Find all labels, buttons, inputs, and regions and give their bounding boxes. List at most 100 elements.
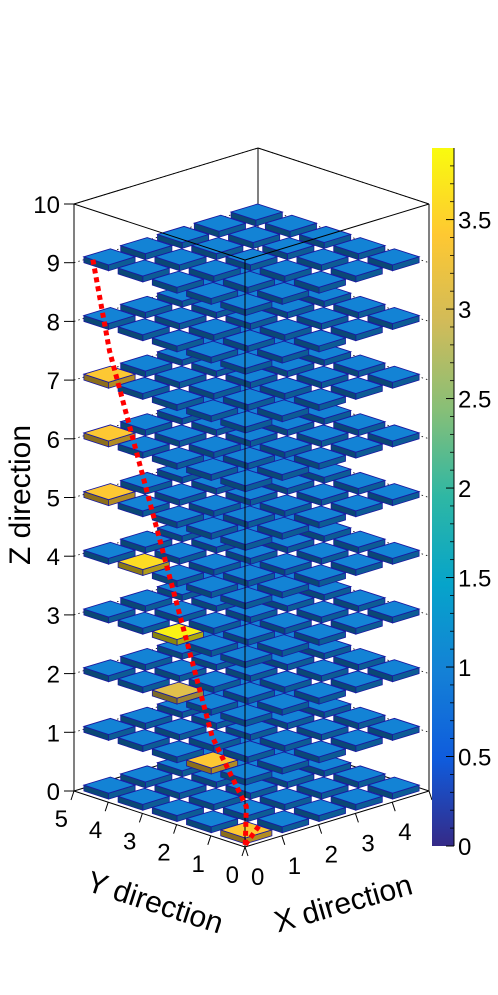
- colorbar-tick-label: 1.5: [458, 566, 491, 593]
- colorbar-tick-label: 1: [458, 655, 471, 682]
- cell: [366, 307, 421, 331]
- cell: [82, 248, 137, 272]
- cell: [258, 259, 313, 283]
- cell: [116, 729, 171, 753]
- cell: [366, 600, 421, 624]
- x-tick: [281, 835, 286, 845]
- cell: [187, 553, 242, 577]
- cell: [329, 553, 384, 577]
- y-tick: [104, 802, 109, 812]
- colorbar-tick-label: 2: [458, 476, 471, 503]
- cell: [329, 259, 384, 283]
- cells-layer: [82, 203, 421, 845]
- y-tick-label: 5: [55, 806, 68, 833]
- cell: [187, 318, 242, 342]
- y-tick-label: 3: [123, 828, 136, 855]
- cell: [258, 494, 313, 518]
- cell: [116, 494, 171, 518]
- cell: [116, 611, 171, 635]
- cell: [219, 527, 274, 551]
- x-tick-label: 1: [288, 853, 301, 880]
- cell: [116, 670, 171, 694]
- cell: [150, 270, 205, 294]
- cell: [366, 717, 421, 741]
- z-tick-label: 2: [47, 662, 60, 689]
- cell: [329, 787, 384, 811]
- cell: [258, 376, 313, 400]
- cell: [295, 307, 350, 331]
- colorbar-gradient: [432, 148, 454, 846]
- cell: [295, 659, 350, 683]
- cell: [119, 237, 174, 261]
- cell: [227, 225, 282, 249]
- cell: [329, 611, 384, 635]
- cell: [229, 203, 284, 227]
- cell: [221, 740, 276, 764]
- colorbar-tick-label: 0.5: [458, 745, 491, 772]
- cell: [150, 681, 205, 705]
- cell: [153, 307, 208, 331]
- cell: [256, 399, 311, 423]
- cell: [153, 483, 208, 507]
- cell: [150, 329, 205, 353]
- y-tick: [173, 824, 178, 834]
- cell: [332, 471, 387, 495]
- colorbar-tick-label: 3: [458, 297, 471, 324]
- z-tick-label: 4: [47, 544, 60, 571]
- cell: [82, 600, 137, 624]
- cell: [185, 516, 240, 540]
- cell: [292, 505, 347, 529]
- cell: [82, 365, 137, 389]
- cell: [185, 575, 240, 599]
- cell: [329, 376, 384, 400]
- cell: [258, 318, 313, 342]
- x-tick: [428, 790, 433, 801]
- cell: [256, 575, 311, 599]
- z-tick-label: 1: [47, 720, 60, 747]
- box-edge-front: [244, 790, 430, 848]
- colorbar-tick-label: 3.5: [458, 208, 491, 235]
- cell: [224, 600, 279, 624]
- x-tick-label: 3: [361, 830, 374, 857]
- x-tick-label: 2: [325, 842, 338, 869]
- cell: [221, 270, 276, 294]
- cell: [292, 799, 347, 823]
- cell: [298, 225, 353, 249]
- cell: [187, 494, 242, 518]
- z-tick-label: 7: [47, 368, 60, 395]
- cell: [219, 351, 274, 375]
- cell: [119, 706, 174, 730]
- box-edge-front: [73, 203, 246, 261]
- y-tick: [241, 846, 246, 857]
- track-layer: [89, 256, 262, 847]
- cell: [292, 564, 347, 588]
- cell: [82, 776, 137, 800]
- cell: [219, 586, 274, 610]
- cell: [261, 237, 316, 261]
- cell: [329, 494, 384, 518]
- cell: [295, 541, 350, 565]
- cell: [366, 483, 421, 507]
- cell: [185, 399, 240, 423]
- cell: [185, 281, 240, 305]
- y-axis-label: Y direction: [83, 865, 227, 940]
- cell: [119, 648, 174, 672]
- cell: [153, 717, 208, 741]
- z-tick-label: 10: [33, 192, 60, 219]
- cell: [366, 541, 421, 565]
- cell: [150, 388, 205, 412]
- x-tick: [391, 802, 396, 812]
- z-tick-label: 9: [47, 251, 60, 278]
- z-tick-label: 5: [47, 486, 60, 513]
- cell: [224, 307, 279, 331]
- cell: [150, 622, 205, 646]
- cell: [185, 810, 240, 834]
- cell: [219, 469, 274, 493]
- x-tick-label: 0: [251, 864, 264, 891]
- cell: [258, 553, 313, 577]
- cell: [187, 259, 242, 283]
- cell: [366, 424, 421, 448]
- cell: [116, 553, 171, 577]
- z-tick-label: 6: [47, 427, 60, 454]
- z-axis-label: Z direction: [4, 425, 37, 565]
